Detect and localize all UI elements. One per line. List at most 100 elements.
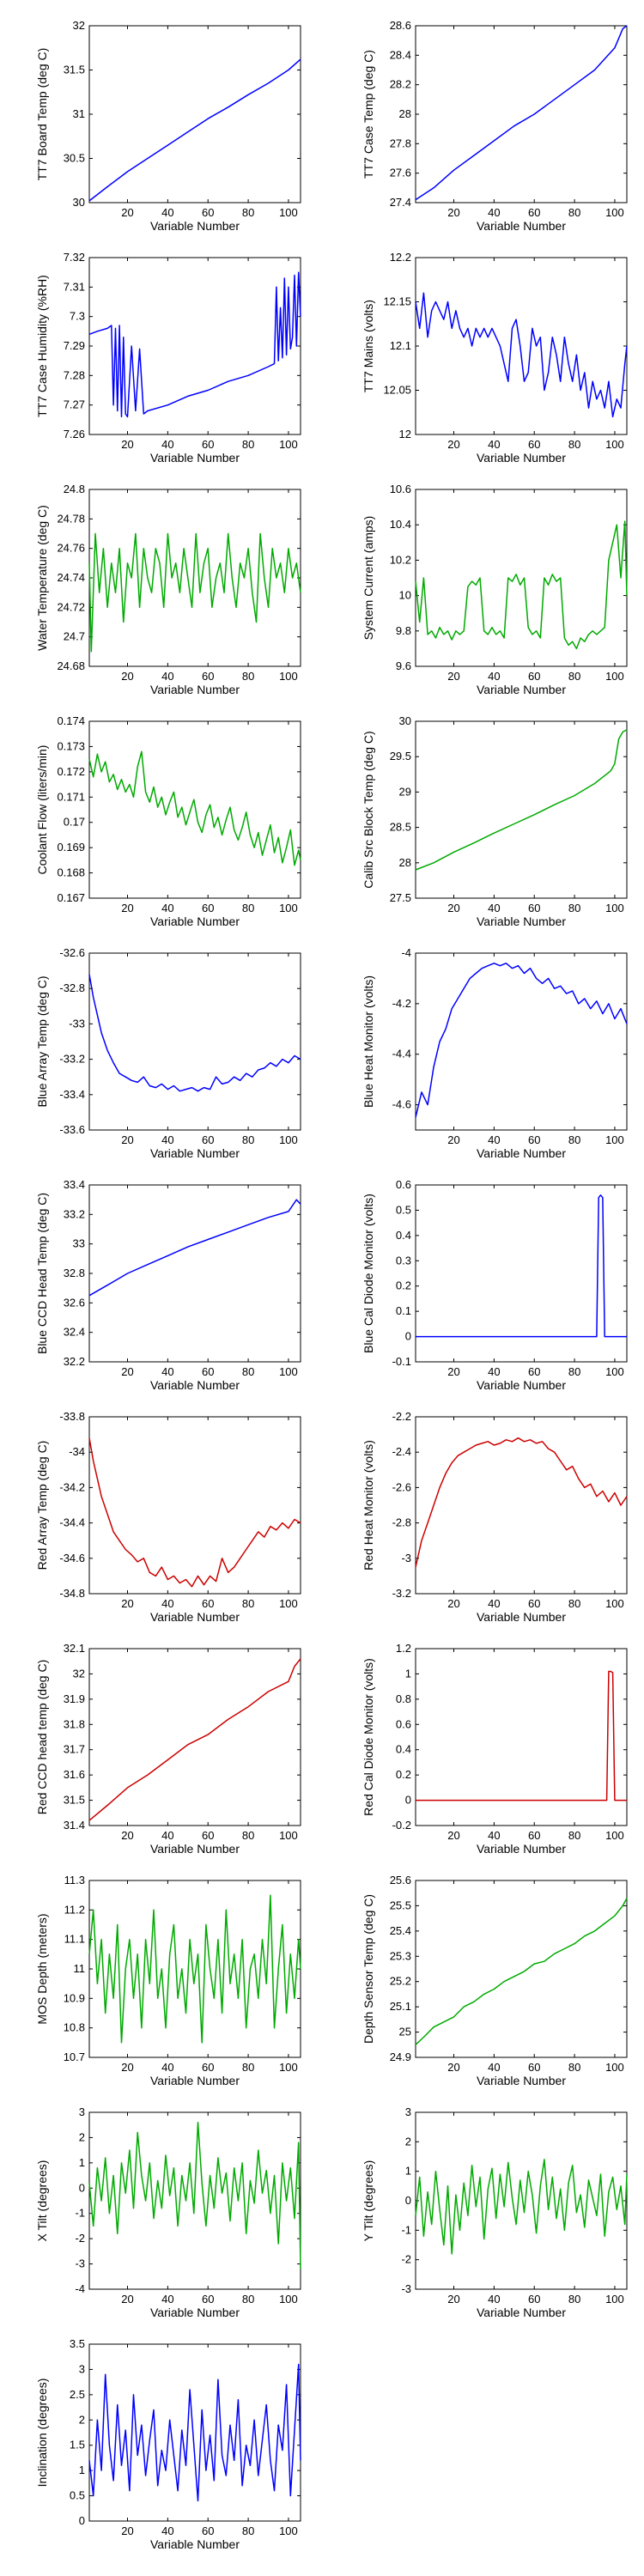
- y-tick-label: 9.6: [396, 659, 411, 672]
- series-line: [415, 963, 628, 1118]
- plot-frame: [415, 1648, 628, 1826]
- plot-frame: [415, 489, 628, 667]
- y-tick-label: 2.5: [70, 2388, 85, 2401]
- y-tick-label: 0.5: [70, 2489, 85, 2502]
- x-tick-label: 80: [242, 438, 254, 451]
- x-tick-label: 80: [568, 2061, 580, 2074]
- y-tick-label: 28.2: [390, 78, 411, 91]
- series-line: [88, 1437, 301, 1588]
- y-tick-label: 24.8: [64, 483, 85, 495]
- y-tick-label: 0.6: [396, 1717, 411, 1730]
- x-tick-label: 40: [488, 1365, 500, 1378]
- y-tick-label: 0.6: [396, 1178, 411, 1191]
- y-tick-label: 29.5: [390, 750, 411, 762]
- x-tick-label: 100: [605, 2293, 624, 2306]
- y-tick-label: 0.172: [57, 765, 85, 778]
- chart-panel-20: 0 0.5 1 1.5 2 2.5 3 3.5 20 40 60 80 100 Variable Numb…: [35, 2337, 301, 2551]
- y-axis-label: Red Cal Diode Monitor (volts): [361, 1658, 375, 1816]
- series-line: [88, 58, 301, 202]
- y-tick-label: 25.4: [390, 1924, 411, 1937]
- x-tick-label: 40: [161, 206, 173, 219]
- x-tick-label: 20: [121, 1597, 133, 1610]
- x-tick-label: 80: [242, 670, 254, 683]
- x-tick-label: 20: [447, 902, 459, 914]
- x-axis-label: Variable Number: [150, 2306, 240, 2319]
- y-tick-label: 3.5: [70, 2337, 85, 2350]
- x-tick-label: 40: [161, 2524, 173, 2537]
- y-tick-label: 31.9: [64, 1692, 85, 1705]
- y-axis-label: MOS Depth (meters): [35, 1913, 49, 2024]
- y-tick-label: 7.27: [64, 398, 85, 411]
- x-tick-label: 100: [605, 670, 624, 683]
- plot-frame: [88, 1184, 301, 1363]
- y-tick-label: -2: [75, 2232, 85, 2245]
- x-tick-label: 60: [528, 902, 540, 914]
- y-tick-label: 10.4: [390, 518, 411, 531]
- x-tick-label: 20: [447, 1133, 459, 1146]
- y-tick-label: 25.3: [390, 1949, 411, 1962]
- y-axis-label: TT7 Case Humidity (%RH): [35, 275, 49, 417]
- x-tick-label: 60: [202, 2524, 214, 2537]
- x-tick-label: 60: [202, 438, 214, 451]
- x-tick-label: 80: [242, 1133, 254, 1146]
- y-tick-label: -33: [69, 1017, 85, 1030]
- x-tick-label: 80: [242, 2524, 254, 2537]
- x-tick-label: 20: [447, 206, 459, 219]
- plot-frame: [415, 257, 628, 435]
- series-line: [415, 2159, 628, 2255]
- x-tick-label: 20: [121, 1133, 133, 1146]
- y-tick-label: 32: [73, 19, 85, 32]
- y-tick-label: 0: [405, 1330, 411, 1343]
- x-axis-label: Variable Number: [150, 914, 240, 928]
- y-tick-label: -33.8: [59, 1410, 85, 1423]
- series-line: [415, 520, 628, 650]
- plot-frame: [415, 2111, 628, 2290]
- series-line: [88, 1199, 301, 1297]
- y-tick-label: -4: [75, 2282, 85, 2295]
- x-axis-label: Variable Number: [477, 1610, 566, 1624]
- chart-panel-14: 31.4 31.5 31.6 31.7 31.8 31.9 32 32.1 20 40 60 80 10…: [35, 1642, 301, 1856]
- y-tick-label: 7.28: [64, 368, 85, 381]
- x-tick-label: 80: [568, 1133, 580, 1146]
- x-tick-label: 60: [202, 1365, 214, 1378]
- y-axis-label: Y Tilt (degrees): [361, 2160, 375, 2242]
- series-line: [88, 1658, 301, 1821]
- y-tick-label: 0.169: [57, 841, 85, 854]
- y-axis-label: Red Heat Monitor (volts): [361, 1440, 375, 1571]
- y-tick-label: 10.9: [64, 1991, 85, 2004]
- y-tick-label: 30: [73, 196, 85, 209]
- x-tick-label: 80: [568, 670, 580, 683]
- x-tick-label: 40: [488, 2061, 500, 2074]
- x-tick-label: 80: [568, 902, 580, 914]
- y-tick-label: 12: [399, 428, 411, 440]
- x-tick-label: 100: [279, 902, 298, 914]
- x-tick-label: 60: [528, 1365, 540, 1378]
- y-tick-label: 0: [79, 2181, 85, 2194]
- x-tick-label: 100: [279, 438, 298, 451]
- y-axis-label: TT7 Mains (volts): [361, 300, 375, 392]
- y-tick-label: 0.167: [57, 891, 85, 904]
- series-line: [88, 2363, 301, 2502]
- x-tick-label: 20: [447, 1597, 459, 1610]
- series-line: [416, 1670, 627, 1801]
- x-tick-label: 20: [447, 438, 459, 451]
- y-tick-label: -1: [75, 2207, 85, 2220]
- x-axis-label: Variable Number: [150, 2537, 240, 2551]
- y-tick-label: 28: [399, 107, 411, 120]
- y-tick-label: 2: [405, 2135, 411, 2148]
- x-axis-label: Variable Number: [150, 2074, 240, 2087]
- x-axis-label: Variable Number: [150, 1378, 240, 1392]
- y-tick-label: -2.2: [392, 1410, 411, 1423]
- y-tick-label: -3: [75, 2257, 85, 2270]
- y-tick-label: 1.5: [70, 2439, 85, 2451]
- x-tick-label: 100: [279, 1597, 298, 1610]
- x-tick-label: 80: [242, 206, 254, 219]
- plot-frame: [88, 720, 301, 899]
- y-tick-label: 24.78: [57, 512, 85, 525]
- x-tick-label: 60: [528, 1829, 540, 1842]
- y-tick-label: 1.2: [396, 1642, 411, 1655]
- x-tick-label: 40: [488, 670, 500, 683]
- y-tick-label: -34.4: [59, 1516, 85, 1529]
- y-tick-label: 2: [79, 2413, 85, 2426]
- y-tick-label: 31.5: [64, 64, 85, 76]
